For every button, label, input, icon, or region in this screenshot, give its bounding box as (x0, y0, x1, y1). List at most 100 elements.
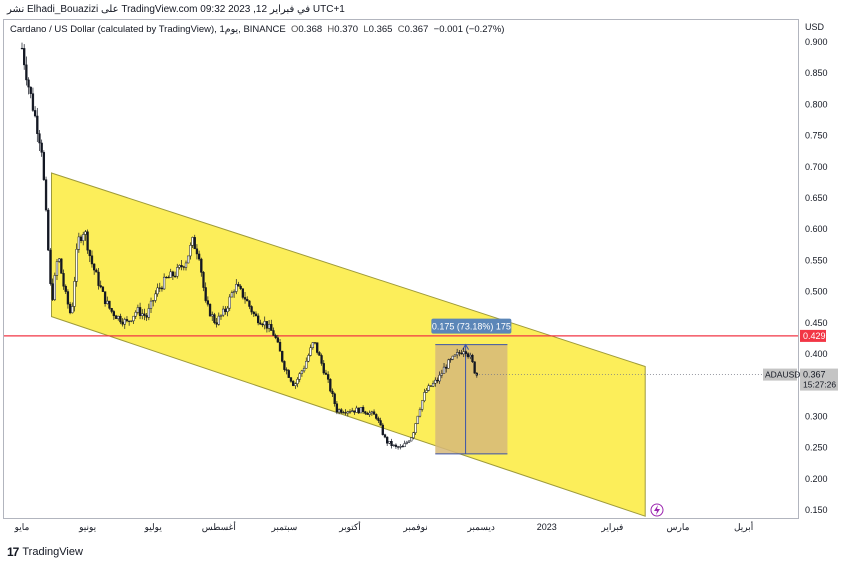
candle-body (464, 351, 468, 354)
candle-body (193, 237, 196, 250)
candle-body (106, 300, 109, 304)
candle-body (298, 373, 301, 380)
candle-body (117, 315, 120, 319)
x-tick-label: مايو (14, 522, 30, 533)
candle-body (261, 323, 264, 326)
candle-body (184, 262, 188, 268)
candle-body (418, 409, 422, 417)
last-price-label: 0.367 (803, 370, 826, 380)
candle-body (278, 341, 282, 352)
candle-body (469, 354, 472, 358)
candle-body (31, 93, 35, 111)
lightning-icon[interactable] (650, 503, 664, 517)
candle-body (20, 47, 24, 50)
candle-body (49, 249, 52, 284)
high-value: 0.370 (334, 24, 359, 35)
candle-body (152, 300, 155, 302)
candle-body (228, 296, 231, 309)
candle-body (427, 385, 430, 391)
candle-body (300, 370, 304, 374)
y-tick-label: 0.800 (805, 99, 828, 109)
currency-label: USD (805, 22, 825, 32)
resistance-price-label: 0.429 (803, 331, 826, 341)
candle-body (73, 281, 76, 307)
y-tick-label: 0.400 (805, 349, 828, 359)
low-value: 0.365 (368, 24, 393, 35)
low-label: L (363, 24, 369, 35)
y-tick-label: 0.200 (805, 474, 828, 484)
candle-body (361, 407, 365, 412)
candle-body (219, 314, 223, 317)
price-chart[interactable]: 0.175 (73.18%) 175 0.900 0.850 0.800 0.750 0.… (0, 0, 850, 545)
y-tick-label: 0.750 (805, 131, 828, 141)
candle-body (230, 292, 234, 298)
candle-body (215, 322, 218, 325)
candle-body (466, 353, 470, 358)
y-tick-label: 0.900 (805, 37, 828, 47)
candle-body (110, 308, 113, 312)
candle-body (211, 314, 214, 317)
candle-body (23, 48, 26, 66)
candle-body (423, 392, 426, 401)
x-tick-label: ديسمبر (466, 522, 494, 533)
candle-body (283, 361, 286, 370)
candle-body (281, 350, 284, 362)
candle-body (445, 366, 448, 369)
y-tick-label: 0.650 (805, 193, 828, 203)
candle-body (309, 347, 312, 356)
x-tick-label: فبراير (600, 522, 623, 533)
candle-body (53, 275, 56, 300)
candle-body (366, 413, 369, 415)
candle-body (320, 355, 323, 364)
candle-body (134, 311, 137, 317)
symbol-tag (763, 368, 797, 381)
x-tick-label: أكتوبر (338, 520, 361, 533)
footer: 17 TradingView (7, 545, 83, 559)
candle-body (333, 393, 336, 404)
candle-body (410, 437, 413, 442)
y-tick-label: 0.500 (805, 287, 828, 297)
candle-body (103, 291, 107, 304)
candle-body (263, 321, 266, 326)
candle-body (342, 412, 345, 414)
candle-body (259, 322, 262, 325)
candle-body (359, 407, 363, 414)
candle-body (25, 64, 28, 81)
candle-body (318, 352, 321, 356)
candle-body (335, 403, 339, 413)
candle-body (425, 390, 428, 393)
candle-body (265, 321, 269, 329)
candle-body (248, 300, 251, 307)
candle-body (390, 441, 393, 446)
candle-body (403, 443, 406, 447)
candle-body (136, 307, 140, 313)
candle-body (222, 308, 225, 316)
candle-body (370, 411, 374, 414)
candle-body (149, 300, 153, 309)
candle-body (462, 351, 465, 355)
candle-body (99, 285, 102, 288)
chart-frame (3, 19, 799, 519)
candle-body (285, 369, 288, 371)
candle-body (250, 306, 253, 313)
candle-body (64, 285, 67, 292)
candle-body (239, 285, 242, 289)
candle-body (296, 378, 299, 384)
candle-body (176, 267, 179, 277)
tradingview-logo-icon: 17 (7, 545, 19, 559)
candle-body (294, 383, 297, 386)
candle-body (204, 287, 207, 301)
candle-body (171, 271, 175, 277)
candle-body (47, 209, 50, 251)
descending-channel[interactable] (51, 172, 646, 517)
resistance-price-tag (800, 329, 826, 342)
candle-body (451, 355, 454, 360)
x-tick-label: أبريل (734, 520, 753, 533)
candle-body (348, 411, 352, 413)
candle-body (29, 86, 32, 94)
y-tick-label: 0.600 (805, 224, 828, 234)
candle-body (351, 410, 354, 412)
candle-body (412, 432, 415, 439)
candle-body (187, 255, 190, 264)
candle-body (257, 315, 260, 324)
